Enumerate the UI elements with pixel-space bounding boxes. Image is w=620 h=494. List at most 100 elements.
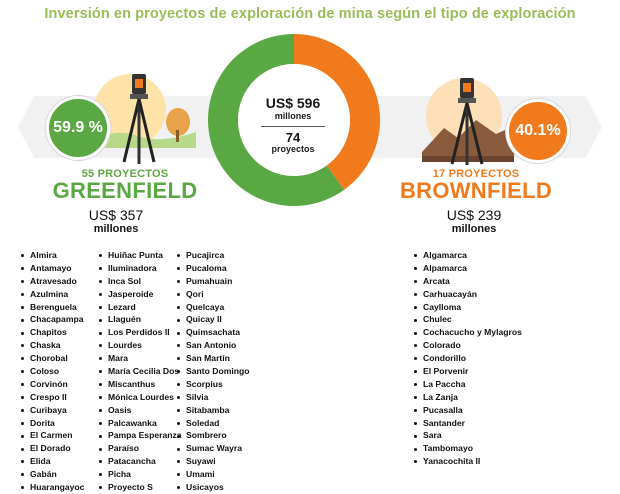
greenfield-amount: US$ 357 bbox=[88, 207, 144, 223]
total-amount-unit: millones bbox=[274, 111, 312, 121]
greenfield-project-item: Chaska bbox=[21, 339, 84, 352]
greenfield-project-item: Iluminadora bbox=[99, 262, 182, 275]
greenfield-project-item: Oasis bbox=[99, 404, 182, 417]
donut-slice-greenfield bbox=[207, 34, 345, 207]
greenfield-project-list-1: Almira Antamayo Atravesado Azulmina Berengue… bbox=[21, 249, 84, 494]
greenfield-project-item: Antamayo bbox=[21, 262, 84, 275]
greenfield-project-item: El Dorado bbox=[21, 442, 84, 455]
greenfield-project-item: Atravesado bbox=[21, 275, 84, 288]
greenfield-project-item: Paraíso bbox=[99, 442, 182, 455]
greenfield-project-item: Huarangayoc bbox=[21, 481, 84, 494]
greenfield-project-item: Pampa Esperanza bbox=[99, 429, 182, 442]
greenfield-project-item: Quicay II bbox=[177, 313, 250, 326]
greenfield-project-item: Picha bbox=[99, 468, 182, 481]
greenfield-project-item: Pucajirca bbox=[177, 249, 250, 262]
brownfield-project-item: Carhuacayán bbox=[414, 288, 522, 301]
greenfield-project-item: Quelcaya bbox=[177, 301, 250, 314]
greenfield-project-item: Coloso bbox=[21, 365, 84, 378]
greenfield-project-item: Huiñac Punta bbox=[99, 249, 182, 262]
brownfield-investment: US$ 239 millones bbox=[424, 207, 524, 236]
greenfield-project-item: Mónica Lourdes bbox=[99, 391, 182, 404]
greenfield-project-item: Dorita bbox=[21, 417, 84, 430]
greenfield-project-item: Umami bbox=[177, 468, 250, 481]
greenfield-project-item: Jasperoide bbox=[99, 288, 182, 301]
greenfield-project-count: 55 PROYECTOS bbox=[81, 168, 169, 180]
greenfield-project-item: Silvia bbox=[177, 391, 250, 404]
brownfield-project-item: Sara bbox=[414, 429, 522, 442]
total-project-count-unit: proyectos bbox=[271, 144, 315, 154]
greenfield-project-item: Lourdes bbox=[99, 339, 182, 352]
greenfield-investment: US$ 357 millones bbox=[66, 207, 166, 236]
brownfield-project-item: Pucasalla bbox=[414, 404, 522, 417]
brownfield-project-item: Cochacucho y Mylagros bbox=[414, 326, 522, 339]
theodolite-illustration-brownfield bbox=[422, 78, 514, 165]
brownfield-project-item: Caylloma bbox=[414, 301, 522, 314]
donut-slice-brownfield bbox=[294, 34, 381, 190]
greenfield-project-item: Usicayos bbox=[177, 481, 250, 494]
brownfield-percent-badge: 40.1% bbox=[506, 99, 570, 163]
greenfield-project-item: Proyecto S bbox=[99, 481, 182, 494]
brownfield-project-item: Tambomayo bbox=[414, 442, 522, 455]
greenfield-amount-unit: millones bbox=[93, 223, 139, 235]
donut-center-summary: US$ 596 millones 74 proyectos bbox=[245, 96, 341, 154]
greenfield-project-list-3: Pucajirca Pucaloma Pumahuain Qori Quelcaya Qu… bbox=[177, 249, 250, 494]
brownfield-project-item: Colorado bbox=[414, 339, 522, 352]
greenfield-project-item: Chacapampa bbox=[21, 313, 84, 326]
greenfield-project-item: Sombrero bbox=[177, 429, 250, 442]
greenfield-project-item: Scorpius bbox=[177, 378, 250, 391]
brownfield-project-item: Yanacochita II bbox=[414, 455, 522, 468]
greenfield-project-item: Los Perdidos II bbox=[99, 326, 182, 339]
greenfield-project-item: San Martín bbox=[177, 352, 250, 365]
greenfield-project-item: Crespo II bbox=[21, 391, 84, 404]
brownfield-amount: US$ 239 bbox=[446, 207, 502, 223]
greenfield-project-list-2: Huiñac Punta Iluminadora Inca Sol Jasperoid… bbox=[99, 249, 182, 494]
greenfield-project-item: Patacancha bbox=[99, 455, 182, 468]
brownfield-project-count: 17 PROYECTOS bbox=[432, 168, 520, 180]
greenfield-project-item: Soledad bbox=[177, 417, 250, 430]
greenfield-project-item: Suyawi bbox=[177, 455, 250, 468]
center-divider bbox=[261, 126, 325, 127]
greenfield-project-item: Mara bbox=[99, 352, 182, 365]
greenfield-percent-badge: 59.9 % bbox=[46, 96, 110, 160]
brownfield-project-item: El Porvenir bbox=[414, 365, 522, 378]
brownfield-project-list: Algamarca Alpamarca Arcata Carhuacayán Cayll… bbox=[414, 249, 522, 468]
brownfield-project-item: Arcata bbox=[414, 275, 522, 288]
theodolite-illustration-greenfield bbox=[94, 74, 196, 164]
brownfield-amount-unit: millones bbox=[451, 223, 497, 235]
donut-hole bbox=[238, 64, 350, 176]
greenfield-project-item: San Antonio bbox=[177, 339, 250, 352]
greenfield-project-item: Berenguela bbox=[21, 301, 84, 314]
chart-title: Inversión en proyectos de exploración de… bbox=[44, 6, 576, 22]
greenfield-project-item: Azulmina bbox=[21, 288, 84, 301]
greenfield-project-item: Chapitos bbox=[21, 326, 84, 339]
greenfield-label: 55 PROYECTOS GREENFIELD bbox=[50, 168, 200, 202]
greenfield-project-item: Almira bbox=[21, 249, 84, 262]
brownfield-project-item: Santander bbox=[414, 417, 522, 430]
greenfield-project-item: Qori bbox=[177, 288, 250, 301]
greenfield-project-item: Quimsachata bbox=[177, 326, 250, 339]
greenfield-project-item: Llaguén bbox=[99, 313, 182, 326]
greenfield-project-item: Pucaloma bbox=[177, 262, 250, 275]
greenfield-project-item: Elida bbox=[21, 455, 84, 468]
brownfield-project-item: Chulec bbox=[414, 313, 522, 326]
brownfield-project-item: Alpamarca bbox=[414, 262, 522, 275]
greenfield-project-item: Pumahuain bbox=[177, 275, 250, 288]
greenfield-project-item: Santo Domingo bbox=[177, 365, 250, 378]
total-project-count: 74 bbox=[285, 130, 301, 145]
greenfield-project-item: María Cecilia Dos bbox=[99, 365, 182, 378]
investment-donut-chart bbox=[207, 34, 381, 207]
greenfield-project-item: Curibaya bbox=[21, 404, 84, 417]
brownfield-label: 17 PROYECTOS BROWNFIELD bbox=[396, 168, 556, 202]
brownfield-project-item: Algamarca bbox=[414, 249, 522, 262]
greenfield-project-item: Lezard bbox=[99, 301, 182, 314]
brownfield-project-item: Condorillo bbox=[414, 352, 522, 365]
greenfield-project-item: Chorobal bbox=[21, 352, 84, 365]
greenfield-project-item: Corvinón bbox=[21, 378, 84, 391]
greenfield-project-item: Gabán bbox=[21, 468, 84, 481]
greenfield-project-item: Palcawanka bbox=[99, 417, 182, 430]
brownfield-project-item: La Paccha bbox=[414, 378, 522, 391]
greenfield-project-item: El Carmen bbox=[21, 429, 84, 442]
greenfield-project-item: Inca Sol bbox=[99, 275, 182, 288]
greenfield-project-item: Sitabamba bbox=[177, 404, 250, 417]
greenfield-project-item: Sumac Wayra bbox=[177, 442, 250, 455]
